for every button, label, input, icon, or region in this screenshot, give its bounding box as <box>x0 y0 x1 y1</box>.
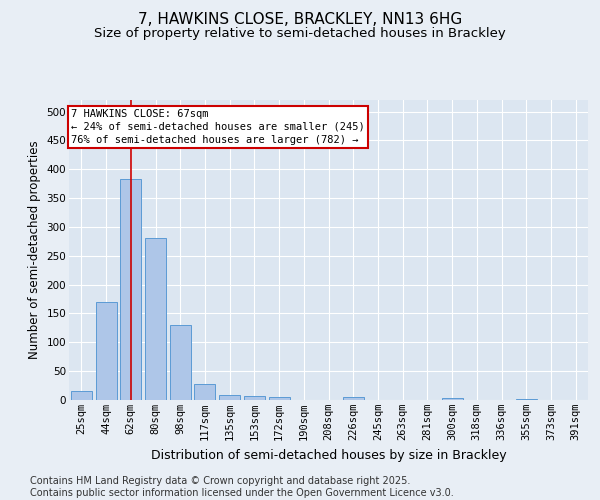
Bar <box>244 396 265 400</box>
Bar <box>442 398 463 400</box>
Text: Size of property relative to semi-detached houses in Brackley: Size of property relative to semi-detach… <box>94 28 506 40</box>
X-axis label: Distribution of semi-detached houses by size in Brackley: Distribution of semi-detached houses by … <box>151 448 506 462</box>
Text: 7 HAWKINS CLOSE: 67sqm
← 24% of semi-detached houses are smaller (245)
76% of se: 7 HAWKINS CLOSE: 67sqm ← 24% of semi-det… <box>71 108 365 145</box>
Text: Contains HM Land Registry data © Crown copyright and database right 2025.
Contai: Contains HM Land Registry data © Crown c… <box>30 476 454 498</box>
Bar <box>343 397 364 400</box>
Bar <box>120 179 141 400</box>
Text: 7, HAWKINS CLOSE, BRACKLEY, NN13 6HG: 7, HAWKINS CLOSE, BRACKLEY, NN13 6HG <box>138 12 462 28</box>
Bar <box>269 396 290 400</box>
Bar <box>145 238 166 400</box>
Bar <box>194 384 215 400</box>
Bar <box>516 399 537 400</box>
Y-axis label: Number of semi-detached properties: Number of semi-detached properties <box>28 140 41 360</box>
Bar <box>219 395 240 400</box>
Bar <box>95 302 116 400</box>
Bar <box>170 325 191 400</box>
Bar <box>71 392 92 400</box>
